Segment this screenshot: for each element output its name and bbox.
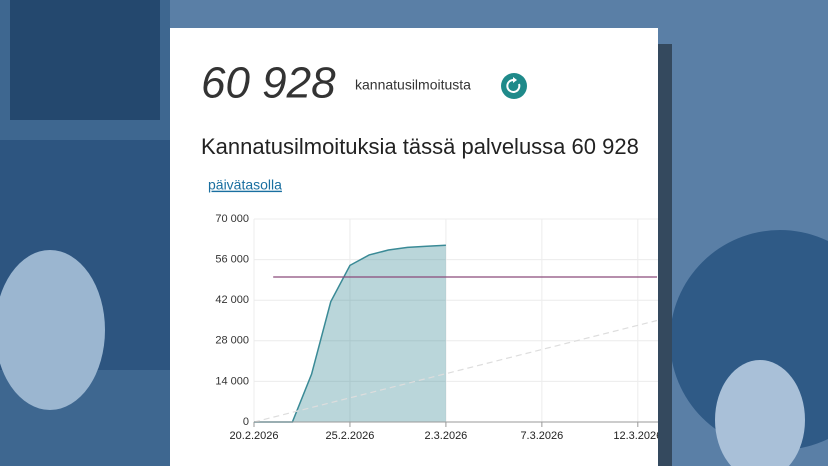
x-tick-label: 12.3.2026: [613, 430, 662, 442]
card-shadow: [658, 44, 672, 466]
count-unit: kannatusilmoitusta: [355, 77, 471, 93]
chart: 0 14 000 28 000 42 000 56 000 70 000 20.2.2026…: [215, 213, 662, 442]
y-tick-label: 0: [243, 416, 249, 428]
y-tick-label: 14 000: [215, 375, 249, 387]
background-hand: [0, 250, 105, 410]
link[interactable]: päivätasolla: [208, 177, 282, 193]
background-hand: [715, 360, 805, 471]
x-tick-label: 7.3.2026: [520, 430, 563, 442]
y-tick-label: 70 000: [215, 213, 249, 225]
x-tick-label: 20.2.2026: [230, 430, 279, 442]
count: 60 928: [201, 59, 336, 108]
y-tick-label: 56 000: [215, 254, 249, 266]
area: [254, 245, 446, 422]
refresh-button[interactable]: [501, 73, 527, 99]
x-tick-label: 25.2.2026: [325, 430, 374, 442]
background-screen: [10, 0, 160, 120]
y-tick-label: 28 000: [215, 335, 249, 347]
y-tick-label: 42 000: [215, 294, 249, 306]
x-tick-label: 2.3.2026: [424, 430, 467, 442]
chart-title: Kannatusilmoituksia tässä palvelussa 60 …: [201, 134, 639, 159]
